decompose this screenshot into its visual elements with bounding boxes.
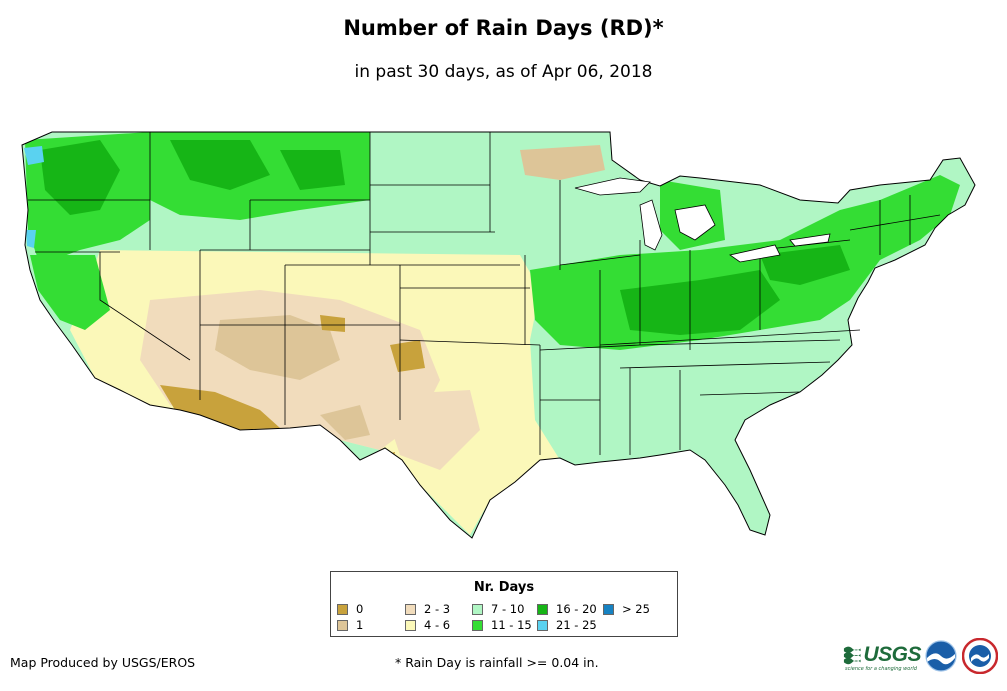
us-outline: [21, 131, 976, 539]
legend-swatch: [405, 603, 416, 615]
legend-item-7: 21 - 25: [537, 618, 597, 632]
legend-label: > 25: [622, 602, 650, 616]
legend-item-8: > 25: [603, 602, 650, 616]
legend-item-1: 1: [337, 618, 364, 632]
legend-swatch: [537, 603, 548, 615]
legend-swatch: [603, 603, 614, 615]
usgs-logo: USGS: [843, 642, 921, 668]
great-lakes: [574, 177, 831, 263]
legend-swatch: [405, 619, 416, 631]
legend-label: 0: [356, 602, 364, 616]
legend-swatch: [337, 603, 348, 615]
legend-label: 11 - 15: [491, 618, 532, 632]
legend-swatch: [472, 603, 483, 615]
legend-label: 21 - 25: [556, 618, 597, 632]
legend-item-3: 4 - 6: [405, 618, 451, 632]
legend-label: 16 - 20: [556, 602, 597, 616]
legend-swatch: [337, 619, 348, 631]
usgs-tagline: science for a changing world: [845, 666, 917, 672]
state-borders: [28, 132, 941, 455]
nws-logo: [962, 638, 998, 674]
legend-label: 7 - 10: [491, 602, 525, 616]
legend-item-0: 0: [337, 602, 364, 616]
noaa-logo: [925, 640, 957, 672]
legend-title: Nr. Days: [473, 580, 535, 595]
legend-label: 4 - 6: [424, 618, 451, 632]
usgs-logo-text: USGS: [863, 643, 921, 666]
legend-swatch: [472, 619, 483, 631]
legend-item-5: 11 - 15: [472, 618, 532, 632]
map-title: Number of Rain Days (RD)*: [343, 16, 664, 40]
legend-label: 2 - 3: [424, 602, 451, 616]
legend-label: 1: [356, 618, 364, 632]
legend-item-4: 7 - 10: [472, 602, 525, 616]
precipitation-layer: [22, 132, 975, 538]
legend-item-6: 16 - 20: [537, 602, 597, 616]
legend-swatch: [537, 619, 548, 631]
produced-by-text: Map Produced by USGS/EROS: [10, 655, 196, 670]
rain-day-footnote: * Rain Day is rainfall >= 0.04 in.: [395, 655, 599, 670]
map-subtitle: in past 30 days, as of Apr 06, 2018: [354, 62, 653, 82]
legend-item-2: 2 - 3: [405, 602, 451, 616]
usgs-wave-icon: [843, 646, 861, 665]
legend: Nr. Days 0 1 2 - 3 4 - 6 7 - 10 11 - 15 …: [330, 571, 678, 637]
us-rain-days-map: [21, 131, 976, 539]
